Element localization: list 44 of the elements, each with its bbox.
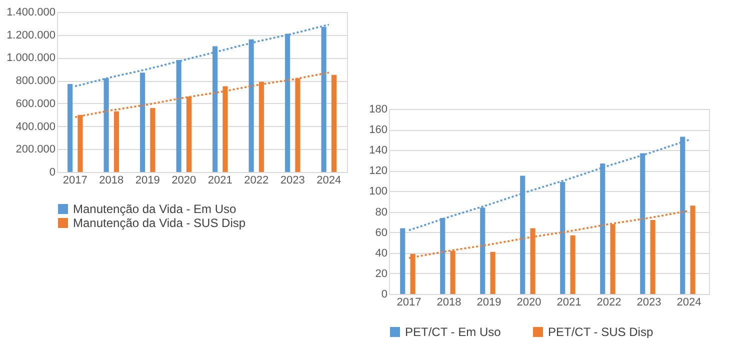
x-tick-label: 2020 xyxy=(516,296,542,308)
bar xyxy=(690,206,696,294)
x-tick-label: 2021 xyxy=(556,296,582,308)
bar xyxy=(400,228,406,294)
x-tick-label: 2017 xyxy=(396,296,422,308)
x-tick-label: 2022 xyxy=(596,296,622,308)
legend-label: Manutenção da Vida - SUS Disp xyxy=(73,216,246,230)
bar xyxy=(331,74,336,172)
x-tick-label: 2024 xyxy=(676,296,702,308)
y-tick-label: 160 xyxy=(369,124,388,136)
y-tick-label: 0 xyxy=(381,288,388,300)
x-tick-label: 2024 xyxy=(316,174,342,186)
x-tick-label: 2019 xyxy=(476,296,502,308)
x-tick-label: 2022 xyxy=(244,174,269,186)
y-tick-label: 1.000.000 xyxy=(6,52,56,64)
bar xyxy=(150,108,156,172)
legend-label: PET/CT - Em Uso xyxy=(405,325,502,338)
x-tick-label: 2020 xyxy=(172,174,196,186)
y-tick-label: 140 xyxy=(369,144,388,157)
x-tick-label: 2019 xyxy=(135,174,160,186)
x-tick-label: 2018 xyxy=(99,174,124,186)
y-tick-label: 800.000 xyxy=(16,75,56,88)
bar xyxy=(570,235,576,294)
y-tick-label: 180 xyxy=(369,104,388,116)
bar xyxy=(490,252,496,294)
x-tick-label: 2023 xyxy=(280,174,305,186)
y-tick-label: 400.000 xyxy=(16,120,56,133)
y-tick-label: 80 xyxy=(375,206,388,218)
y-tick-label: 100 xyxy=(369,186,388,198)
y-tick-label: 0 xyxy=(49,166,56,178)
y-tick-label: 20 xyxy=(375,268,388,280)
y-tick-label: 600.000 xyxy=(16,98,56,110)
y-tick-label: 120 xyxy=(369,165,388,178)
y-tick-label: 40 xyxy=(375,247,388,260)
x-tick-label: 2021 xyxy=(208,174,232,186)
y-tick-label: 60 xyxy=(375,226,388,239)
bar xyxy=(68,84,73,172)
y-tick-label: 1.200.000 xyxy=(6,29,56,42)
x-tick-label: 2023 xyxy=(636,296,662,308)
legend-label: Manutenção da Vida - Em Uso xyxy=(73,202,237,216)
y-tick-label: 200.000 xyxy=(16,144,56,156)
x-tick-label: 2017 xyxy=(62,174,88,186)
x-tick-label: 2018 xyxy=(436,296,462,308)
y-tick-label: 1.400.000 xyxy=(6,6,56,18)
